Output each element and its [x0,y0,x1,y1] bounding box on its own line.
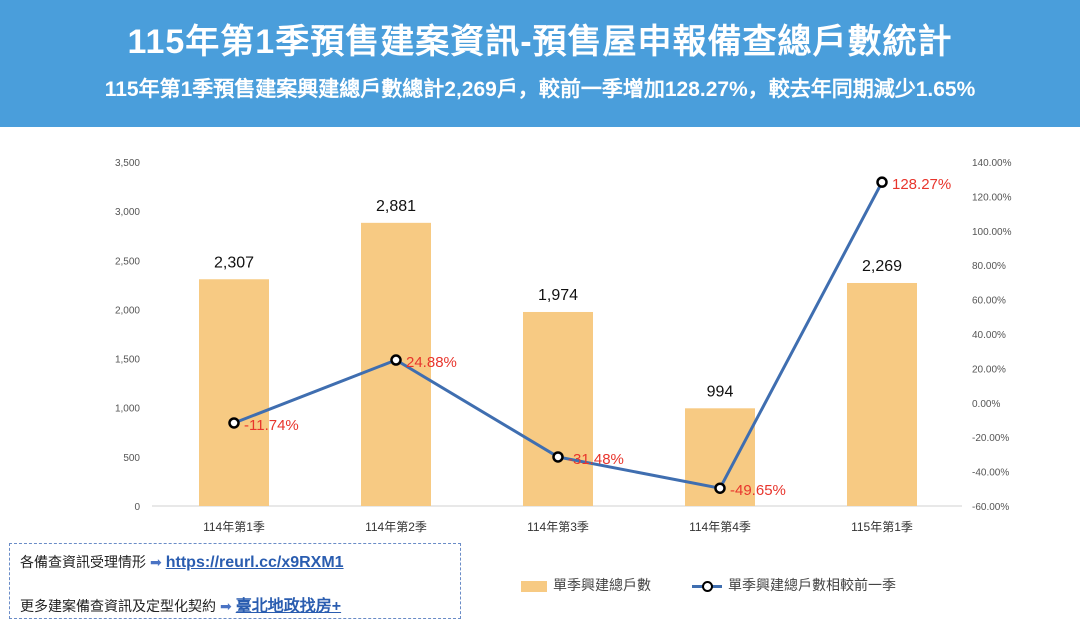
right-tick-label: 140.00% [972,158,1012,169]
line-point [552,451,564,463]
left-tick-label: 0 [134,502,140,513]
line-value-label: -49.65% [730,482,786,499]
right-tick-label: -60.00% [972,502,1009,513]
arrow-right-icon: ➡ [150,554,162,570]
category-label: 114年第1季 [203,520,265,534]
category-label: 114年第2季 [365,520,427,534]
info-row-status: 各備查資訊受理情形 ➡ https://reurl.cc/x9RXM1 [20,552,344,572]
info-box: 各備查資訊受理情形 ➡ https://reurl.cc/x9RXM1 更多建案備查… [9,543,461,619]
bar [523,311,593,506]
right-tick-label: -20.00% [972,433,1009,444]
category-label: 114年第3季 [527,520,589,534]
line-value-label: -31.48% [568,451,624,468]
left-tick-label: 3,000 [115,207,140,218]
legend-line-marker [692,580,722,593]
line-point [390,354,402,366]
bar-value-label: 1,974 [538,287,578,304]
left-tick-label: 2,500 [115,256,140,267]
left-tick-label: 1,500 [115,355,140,366]
right-tick-label: 40.00% [972,330,1006,341]
legend-line-label: 單季興建總戶數相較前一季 [728,577,896,593]
right-axis: -60.00% -40.00% -20.00% 0.00% 20.00% 40.00% 60… [972,158,1012,513]
category-label: 114年第4季 [689,520,751,534]
right-tick-label: 80.00% [972,261,1006,272]
page-subtitle: 115年第1季預售建案興建總戶數總計2,269戶，較前一季增加128.27%，較… [104,78,976,101]
legend-bar-label: 單季興建總戶數 [553,577,651,593]
status-link[interactable]: https://reurl.cc/x9RXM1 [165,554,344,571]
right-tick-label: 0.00% [972,399,1000,410]
bar-value-label: 2,881 [376,198,416,215]
category-labels: 114年第1季 114年第2季 114年第3季 114年第4季 115年第1季 [203,520,913,534]
bar-value-label: 2,269 [862,258,902,275]
left-axis: 0 500 1,000 1,500 2,000 2,500 3,000 3,500 [115,158,140,513]
right-tick-label: 60.00% [972,296,1006,307]
header-banner: 115年第1季預售建案資訊-預售屋申報備查總戶數統計 115年第1季預售建案興建… [0,0,1080,127]
bar-labels: 2,307 2,881 1,974 994 2,269 [214,198,902,400]
bar [847,282,917,506]
line-point [714,482,726,494]
line-value-label: 128.27% [892,176,951,193]
legend-bar-swatch [521,580,547,592]
right-tick-label: 20.00% [972,364,1006,375]
bar-value-label: 2,307 [214,254,254,271]
line-point [876,176,888,188]
info-row-more-label: 更多建案備查資訊及定型化契約 [20,598,216,614]
info-row-status-label: 各備查資訊受理情形 [20,554,146,570]
house-search-link[interactable]: 臺北地政找房+ [235,598,342,615]
line-value-label: 24.88% [406,354,457,371]
bar [199,279,269,506]
line-series [228,176,888,494]
legend-line: 單季興建總戶數相較前一季 [692,575,896,595]
line-labels: -11.74% 24.88% -31.48% -49.65% 128.27% [244,176,951,499]
page-title: 115年第1季預售建案資訊-預售屋申報備查總戶數統計 [127,23,953,61]
left-tick-label: 1,000 [115,404,140,415]
left-tick-label: 500 [123,453,140,464]
combo-chart: 0 500 1,000 1,500 2,000 2,500 3,000 3,500 -60.0… [115,158,1012,534]
category-label: 115年第1季 [851,520,913,534]
right-tick-label: 120.00% [972,192,1012,203]
line-value-label: -11.74% [244,417,299,434]
bar-value-label: 994 [707,383,734,400]
right-tick-label: -40.00% [972,468,1009,479]
legend-bar: 單季興建總戶數 [521,575,651,595]
left-tick-label: 3,500 [115,158,140,169]
left-tick-label: 2,000 [115,305,140,316]
info-row-more: 更多建案備查資訊及定型化契約 ➡ 臺北地政找房+ [20,592,341,616]
arrow-right-icon: ➡ [220,598,232,614]
line-point [228,417,240,429]
bar-series [199,222,917,506]
right-tick-label: 100.00% [972,227,1012,238]
